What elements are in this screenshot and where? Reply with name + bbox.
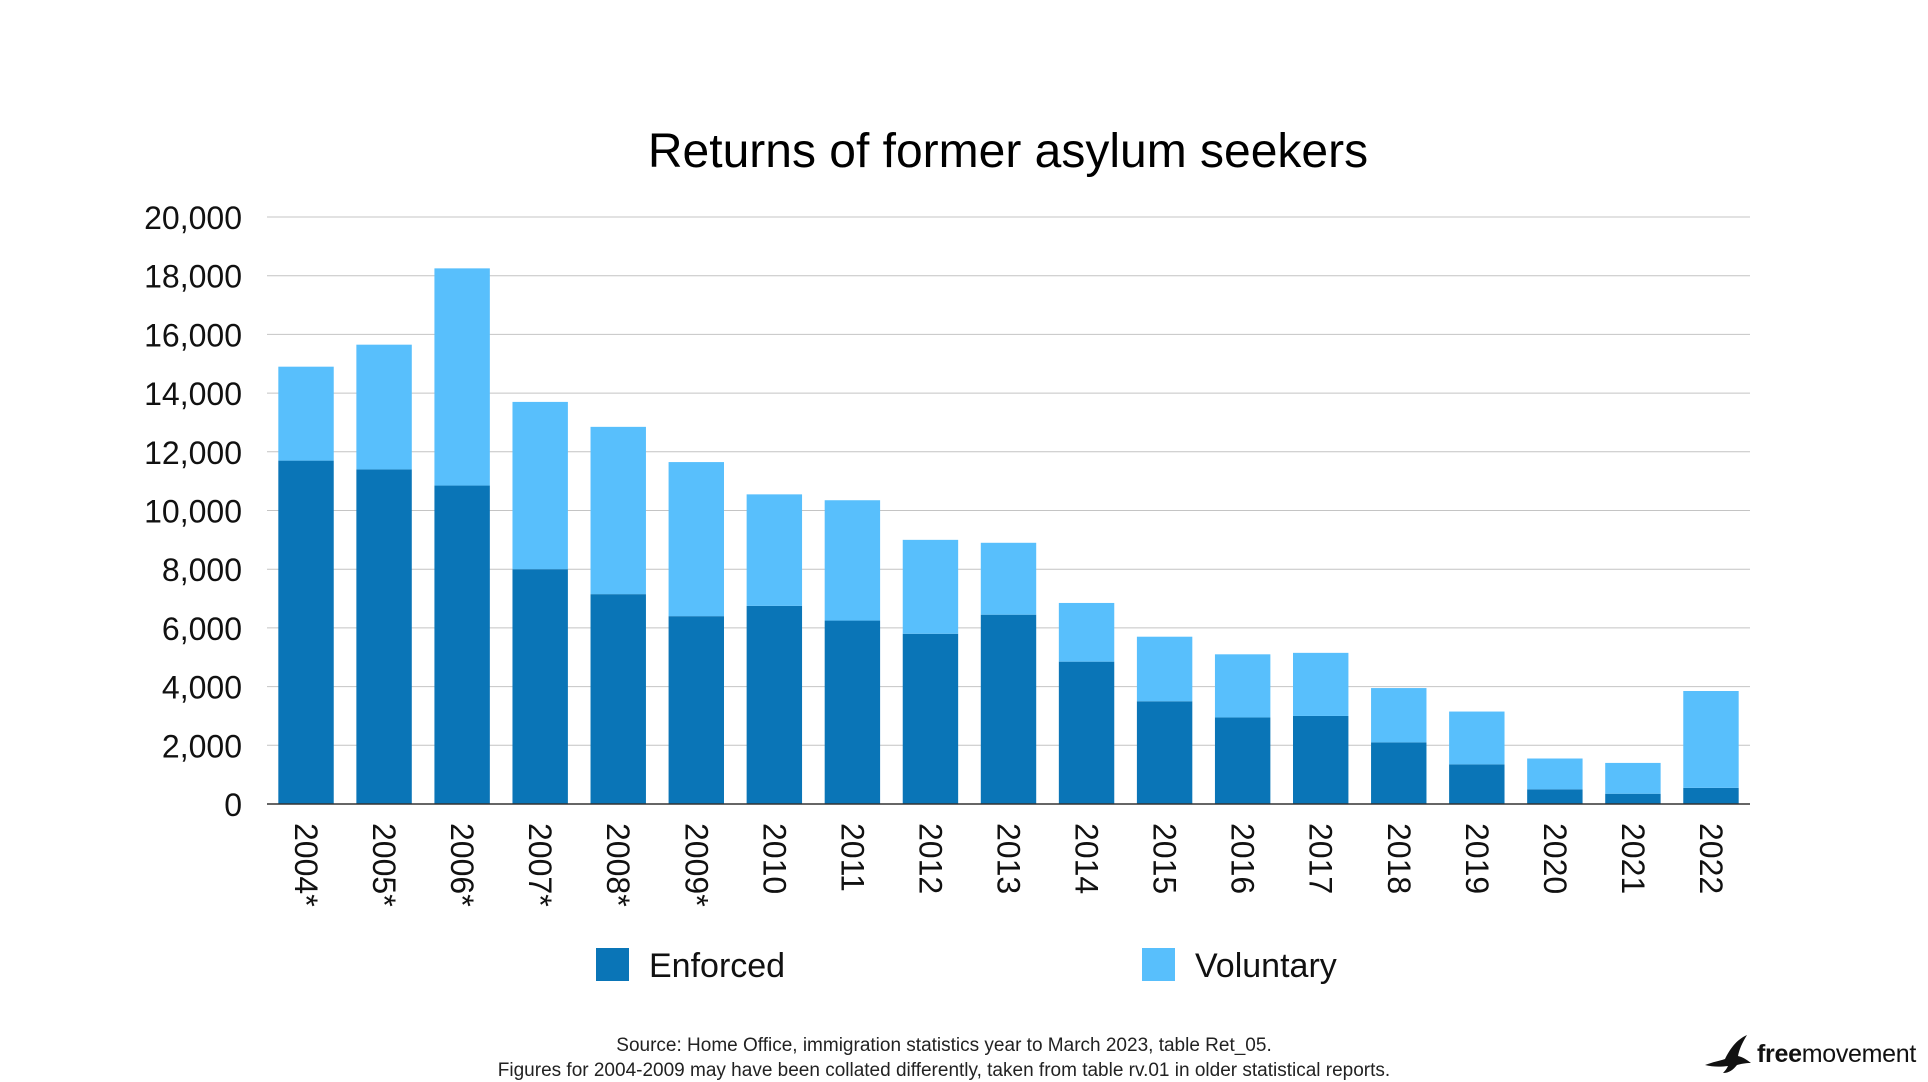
bar-voluntary [590, 426, 646, 595]
bar-voluntary [1136, 636, 1193, 702]
legend-label-voluntary: Voluntary [1195, 947, 1337, 985]
bar-voluntary [746, 494, 803, 606]
bar-voluntary [1371, 688, 1427, 743]
x-tick-label: 2011 [834, 823, 870, 892]
bar-voluntary [1683, 691, 1739, 788]
x-tick-label: 2004* [288, 823, 324, 907]
bar-enforced [1371, 742, 1427, 804]
bar-enforced [1605, 793, 1661, 804]
legend-swatch-enforced [596, 948, 629, 981]
bar-voluntary [1527, 758, 1583, 790]
bar-voluntary [1058, 602, 1115, 662]
logo-text-bold: free [1757, 1039, 1802, 1068]
x-tick-label: 2020 [1537, 823, 1573, 894]
bar-enforced [824, 620, 881, 804]
x-tick-label: 2005* [366, 823, 402, 907]
x-tick-label: 2007* [522, 823, 558, 907]
x-tick-label: 2014 [1069, 823, 1105, 894]
y-tick-label: 12,000 [144, 435, 242, 471]
bar-enforced [668, 616, 724, 804]
bar-enforced [980, 614, 1037, 804]
bar-enforced [1683, 787, 1739, 804]
x-tick-label: 2010 [756, 823, 792, 894]
y-tick-label: 18,000 [144, 259, 242, 295]
bar-voluntary [902, 539, 959, 634]
x-tick-label: 2015 [1147, 823, 1183, 894]
x-tick-label: 2022 [1693, 823, 1729, 894]
y-tick-label: 6,000 [162, 611, 242, 647]
bar-enforced [1449, 764, 1505, 804]
y-tick-label: 0 [224, 787, 242, 823]
bar-voluntary [278, 366, 334, 461]
bar-enforced [512, 569, 568, 804]
bar-voluntary [980, 542, 1037, 615]
logo-text: freemovement [1757, 1040, 1916, 1069]
bar-enforced [590, 594, 646, 804]
x-tick-label: 2006* [444, 823, 480, 907]
bar-enforced [1058, 661, 1115, 804]
x-tick-label: 2017 [1303, 823, 1339, 894]
x-axis-tick-labels: 2004* 2005* 2006* 2007* 2008* 2009* 2010 2011 20… [288, 823, 1729, 907]
chart-title: Returns of former asylum seekers [648, 125, 1368, 178]
x-tick-label: 2021 [1615, 823, 1651, 894]
y-tick-label: 2,000 [162, 728, 242, 764]
legend-label-enforced: Enforced [649, 947, 785, 985]
bar-enforced [278, 460, 334, 804]
x-tick-label: 2013 [991, 823, 1027, 894]
bar-voluntary [434, 268, 490, 486]
y-axis-tick-labels: 0 2,000 4,000 6,000 8,000 10,000 12,000 14,000 1… [144, 200, 242, 823]
y-tick-label: 8,000 [162, 552, 242, 588]
x-tick-label: 2012 [912, 823, 948, 894]
x-tick-label: 2016 [1225, 823, 1261, 894]
bar-voluntary [668, 462, 724, 617]
bar-enforced [1214, 717, 1271, 804]
bar-voluntary [824, 500, 881, 621]
source-note-detail: Figures for 2004-2009 may have been coll… [497, 1060, 1391, 1081]
bar-enforced [434, 485, 490, 804]
bar-voluntary [512, 401, 568, 570]
logo-text-regular: movement [1801, 1039, 1917, 1068]
legend: Enforced Voluntary [596, 947, 1337, 985]
freemovement-logo: freemovement [1703, 1034, 1916, 1074]
bar-enforced [1527, 789, 1583, 804]
bar-voluntary [1214, 654, 1271, 718]
bar-voluntary [1449, 711, 1505, 765]
bar-voluntary [356, 344, 412, 470]
bird-icon [1705, 1035, 1752, 1073]
bar-enforced [1136, 701, 1193, 804]
y-tick-label: 4,000 [162, 670, 242, 706]
bar-enforced [356, 469, 412, 804]
x-tick-label: 2019 [1459, 823, 1495, 894]
legend-swatch-voluntary [1142, 948, 1175, 981]
y-tick-label: 14,000 [144, 376, 242, 412]
bar-enforced [746, 605, 803, 804]
bar-enforced [902, 633, 959, 804]
x-tick-label: 2008* [600, 823, 636, 907]
y-tick-label: 10,000 [144, 494, 242, 530]
x-tick-label: 2018 [1381, 823, 1417, 894]
bar-enforced [1293, 715, 1349, 804]
bars [278, 268, 1739, 804]
y-tick-label: 20,000 [144, 200, 242, 236]
x-tick-label: 2009* [678, 823, 714, 907]
bar-voluntary [1605, 762, 1661, 794]
source-note: Source: Home Office, immigration statist… [616, 1035, 1272, 1056]
bar-voluntary [1293, 652, 1349, 716]
y-tick-label: 16,000 [144, 317, 242, 353]
